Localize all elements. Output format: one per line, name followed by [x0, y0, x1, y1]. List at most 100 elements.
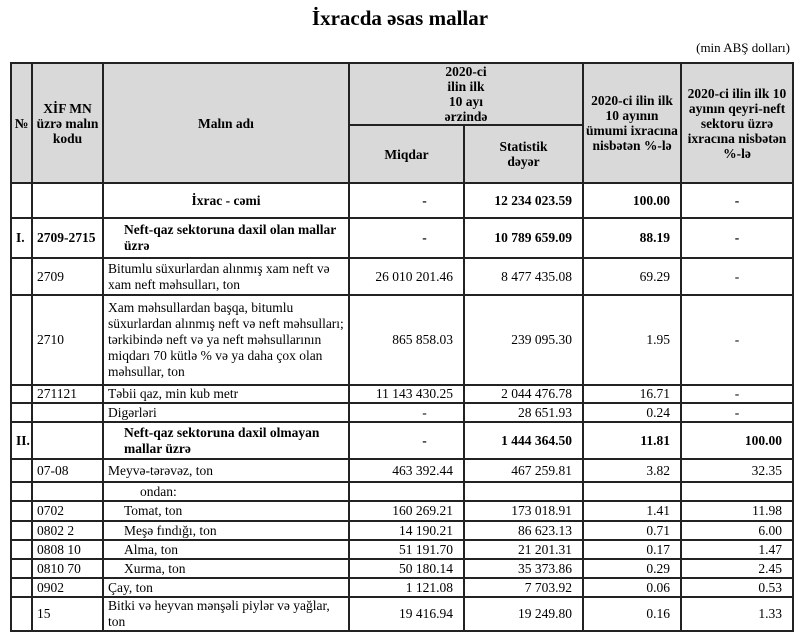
row-pct-nonoil: 0.53 — [680, 577, 794, 598]
page-title: İxracda əsas mallar — [311, 6, 489, 30]
row-quantity: 11 143 430.25 — [348, 384, 465, 404]
row-pct-total — [582, 481, 682, 502]
row-pct-nonoil: 32.35 — [680, 458, 794, 483]
row-value: 21 201.31 — [463, 539, 584, 560]
row-value: 86 623.13 — [463, 520, 584, 541]
row-number — [10, 384, 33, 404]
row-number — [10, 182, 33, 219]
row-quantity: 160 269.21 — [348, 500, 465, 522]
row-number — [10, 458, 33, 483]
row-code: 07-08 — [31, 458, 104, 483]
row-pct-nonoil: 1.47 — [680, 539, 794, 560]
row-value: 28 651.93 — [463, 402, 584, 423]
exports-table: № XİF MN üzrə malın kodu Malın adı 2020-… — [10, 62, 794, 632]
row-number — [10, 577, 33, 598]
row-number — [10, 500, 33, 522]
row-number: I. — [10, 217, 33, 259]
row-quantity: 1 121.08 — [348, 577, 465, 598]
row-quantity: 50 180.14 — [348, 558, 465, 579]
row-code — [31, 481, 104, 502]
row-value: 7 703.92 — [463, 577, 584, 598]
row-pct-nonoil — [680, 481, 794, 502]
row-pct-total: 0.06 — [582, 577, 682, 598]
row-code: 2710 — [31, 294, 104, 386]
row-name: Bitki və heyvan mənşəli piylər və yağlar… — [102, 596, 350, 632]
table-row: 271121 Təbii qaz, min kub metr 11 143 430.… — [10, 384, 794, 404]
row-pct-total: 88.19 — [582, 217, 682, 259]
row-name: Digərləri — [102, 402, 350, 423]
row-code — [31, 421, 104, 460]
row-pct-total: 11.81 — [582, 421, 682, 460]
row-quantity: - — [348, 402, 465, 423]
row-number — [10, 558, 33, 579]
row-pct-total: 16.71 — [582, 384, 682, 404]
row-quantity: - — [348, 421, 465, 460]
row-value: 2 044 476.78 — [463, 384, 584, 404]
row-value: 467 259.81 — [463, 458, 584, 483]
row-name: Meyvə-tərəvəz, ton — [102, 458, 350, 483]
table-row: II. Neft-qaz sektoruna daxil olmayan mall… — [10, 421, 794, 460]
header-value: Statistik dəyər — [463, 124, 584, 184]
row-pct-total: 0.16 — [582, 596, 682, 632]
row-name: İxrac - cəmi — [102, 182, 350, 219]
row-name: Neft-qaz sektoruna daxil olmayan mallar … — [102, 421, 350, 460]
header-pct-nonoil: 2020-ci ilin ilk 10 ayının qeyri-neft se… — [680, 62, 794, 184]
row-quantity: 51 191.70 — [348, 539, 465, 560]
row-name: Təbii qaz, min kub metr — [102, 384, 350, 404]
row-name: Xam məhsullardan başqa, bitumlu süxurlar… — [102, 294, 350, 386]
row-pct-total: 1.95 — [582, 294, 682, 386]
row-quantity: 19 416.94 — [348, 596, 465, 632]
row-code: 2709-2715 — [31, 217, 104, 259]
row-name: Alma, ton — [102, 539, 350, 560]
row-pct-nonoil: - — [680, 294, 794, 386]
row-value: 1 444 364.50 — [463, 421, 584, 460]
row-code — [31, 182, 104, 219]
header-name: Malın adı — [102, 62, 350, 184]
row-name: Çay, ton — [102, 577, 350, 598]
row-value: 173 018.91 — [463, 500, 584, 522]
row-value: 10 789 659.09 — [463, 217, 584, 259]
row-name: Meşə fındığı, ton — [102, 520, 350, 541]
table-row: 0808 10 Alma, ton 51 191.70 21 201.31 0.17 1.… — [10, 539, 794, 560]
header-no: № — [10, 62, 33, 184]
table-row: 2710 Xam məhsullardan başqa, bitumlu süxu… — [10, 294, 794, 386]
table-row: 15 Bitki və heyvan mənşəli piylər və yağl… — [10, 596, 794, 632]
row-quantity: - — [348, 217, 465, 259]
row-code: 0808 10 — [31, 539, 104, 560]
row-number — [10, 520, 33, 541]
row-code: 0810 70 — [31, 558, 104, 579]
row-name: Xurma, ton — [102, 558, 350, 579]
row-quantity: 865 858.03 — [348, 294, 465, 386]
row-code: 271121 — [31, 384, 104, 404]
unit-note: (min ABŞ dolları) — [696, 40, 790, 55]
table-row: Digərləri -28 651.93 0.24- — [10, 402, 794, 423]
table-row: 2709 Bitumlu süxurlardan alınmış xam neft… — [10, 257, 794, 296]
row-value: 12 234 023.59 — [463, 182, 584, 219]
row-value: 8 477 435.08 — [463, 257, 584, 296]
row-pct-nonoil: 100.00 — [680, 421, 794, 460]
row-pct-nonoil: - — [680, 402, 794, 423]
row-quantity: 14 190.21 — [348, 520, 465, 541]
row-code — [31, 402, 104, 423]
table-row: 0802 2 Meşə fındığı, ton 14 190.21 86 623.1… — [10, 520, 794, 541]
table-row: ondan: — [10, 481, 794, 502]
row-quantity: - — [348, 182, 465, 219]
table-row: I. 2709-2715 Neft-qaz sektoruna daxil olan… — [10, 217, 794, 259]
row-pct-total: 3.82 — [582, 458, 682, 483]
header-qty: Miqdar — [348, 124, 465, 184]
header-code: XİF MN üzrə malın kodu — [31, 62, 104, 184]
row-number — [10, 481, 33, 502]
row-number — [10, 257, 33, 296]
row-code: 2709 — [31, 257, 104, 296]
row-pct-total: 0.24 — [582, 402, 682, 423]
row-pct-nonoil: - — [680, 217, 794, 259]
table-row: 0810 70 Xurma, ton 50 180.14 35 373.86 0.29 2… — [10, 558, 794, 579]
header-pct-total: 2020-ci ilin ilk 10 ayının ümumi ixracın… — [582, 62, 682, 184]
table-row: 0902 Çay, ton 1 121.08 7 703.92 0.06 0.53 — [10, 577, 794, 598]
row-pct-total: 0.17 — [582, 539, 682, 560]
table-row: İxrac - cəmi -12 234 023.59 100.00- — [10, 182, 794, 219]
row-pct-nonoil: 1.33 — [680, 596, 794, 632]
row-code: 0702 — [31, 500, 104, 522]
row-code: 15 — [31, 596, 104, 632]
row-pct-nonoil: - — [680, 182, 794, 219]
